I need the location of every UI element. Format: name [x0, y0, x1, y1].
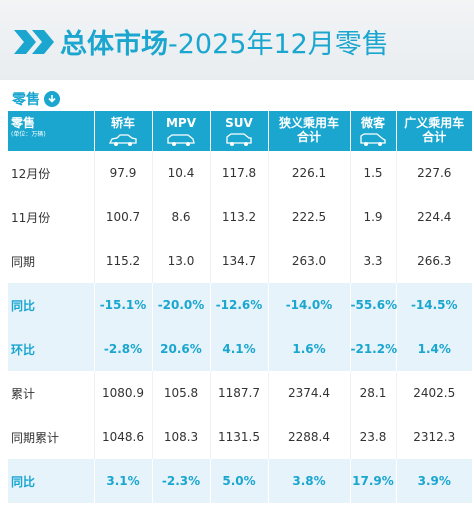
table-cell: -2.8%	[94, 327, 153, 371]
title-banner: 总体市场-2025年12月零售	[0, 0, 474, 80]
col-label: 轿车	[110, 116, 135, 130]
table-cell: 224.4	[396, 195, 472, 239]
col-header-sedan: 轿车	[94, 111, 153, 151]
table-row: 11月份 100.7 8.6 113.2 222.5 1.9 224.4	[8, 195, 472, 239]
double-chevron-icon	[14, 30, 54, 54]
table-cell: 115.2	[94, 239, 153, 283]
table-cell: -20.0%	[152, 283, 211, 327]
table-cell: 3.8%	[268, 459, 351, 503]
table-cell: 1048.6	[94, 415, 153, 459]
table-cell: 23.8	[350, 415, 397, 459]
col-header-suv: SUV	[210, 111, 269, 151]
table-row: 累计 1080.9 105.8 1187.7 2374.4 28.1 2402.…	[8, 371, 472, 415]
table-cell: -14.5%	[396, 283, 472, 327]
table-cell: 117.8	[210, 151, 269, 195]
table-cell: 3.1%	[94, 459, 153, 503]
table-cell: 5.0%	[210, 459, 269, 503]
col-label: SUV	[225, 116, 253, 130]
table-cell: 10.4	[152, 151, 211, 195]
sedan-icon	[108, 134, 137, 146]
col-header-minivan: 微客	[350, 111, 397, 151]
table-cell: 8.6	[152, 195, 211, 239]
col-label: 微客	[360, 116, 385, 130]
table-cell: 20.6%	[152, 327, 211, 371]
table-cell: 2288.4	[268, 415, 351, 459]
table-cell: 28.1	[350, 371, 397, 415]
row-label: 同期累计	[8, 415, 95, 459]
table-cell: 3.3	[350, 239, 397, 283]
arrow-down-circle-icon	[44, 91, 60, 107]
title-bold: 总体市场	[60, 29, 168, 60]
section-label: 零售	[12, 92, 40, 108]
table-cell: 1080.9	[94, 371, 153, 415]
table-header-row: 零售 (单位：万辆) 轿车 MPV SUV 狭义乘用车 合计 微客	[8, 111, 472, 151]
table-cell: 17.9%	[350, 459, 397, 503]
table-cell: 113.2	[210, 195, 269, 239]
minivan-icon	[360, 133, 386, 146]
page-title: 总体市场-2025年12月零售	[60, 22, 389, 61]
table-cell: 3.9%	[396, 459, 472, 503]
suv-icon	[226, 133, 252, 146]
table-cell: -21.2%	[350, 327, 397, 371]
retail-table: 零售 (单位：万辆) 轿车 MPV SUV 狭义乘用车 合计 微客	[8, 111, 472, 503]
table-cell: 1.5	[350, 151, 397, 195]
mpv-icon	[167, 134, 195, 146]
table-cell: 4.1%	[210, 327, 269, 371]
table-cell: 2402.5	[396, 371, 472, 415]
col-label-line1: 狭义乘用车	[278, 116, 339, 130]
row-label: 12月份	[8, 151, 95, 195]
table-cell: 105.8	[152, 371, 211, 415]
table-row: 同期 115.2 13.0 134.7 263.0 3.3 266.3	[8, 239, 472, 283]
table-cell: 263.0	[268, 239, 351, 283]
col-header-mpv: MPV	[152, 111, 211, 151]
corner-label: 零售	[11, 116, 36, 130]
table-cell: 1.9	[350, 195, 397, 239]
corner-header: 零售 (单位：万辆)	[8, 111, 95, 151]
section-heading: 零售	[12, 89, 60, 109]
table-cell: 13.0	[152, 239, 211, 283]
col-label-line1: 广义乘用车	[404, 116, 465, 130]
table-cell: -2.3%	[152, 459, 211, 503]
table-cell: -12.6%	[210, 283, 269, 327]
table-row-highlight: 同比 3.1% -2.3% 5.0% 3.8% 17.9% 3.9%	[8, 459, 472, 503]
table-cell: 2312.3	[396, 415, 472, 459]
row-label: 环比	[8, 327, 95, 371]
unit-label: (单位：万辆)	[11, 131, 46, 138]
table-row-highlight: 同比 -15.1% -20.0% -12.6% -14.0% -55.6% -1…	[8, 283, 472, 327]
table-row: 12月份 97.9 10.4 117.8 226.1 1.5 227.6	[8, 151, 472, 195]
col-label-line2: 合计	[422, 130, 447, 144]
row-label: 累计	[8, 371, 95, 415]
table-cell: 108.3	[152, 415, 211, 459]
col-header-narrow-total: 狭义乘用车 合计	[268, 111, 351, 151]
table-row: 同期累计 1048.6 108.3 1131.5 2288.4 23.8 231…	[8, 415, 472, 459]
table-cell: 1.6%	[268, 327, 351, 371]
table-row-highlight: 环比 -2.8% 20.6% 4.1% 1.6% -21.2% 1.4%	[8, 327, 472, 371]
table-cell: -15.1%	[94, 283, 153, 327]
table-cell: -55.6%	[350, 283, 397, 327]
col-label: MPV	[165, 116, 197, 130]
table-cell: 226.1	[268, 151, 351, 195]
table-cell: 1131.5	[210, 415, 269, 459]
table-cell: 227.6	[396, 151, 472, 195]
table-cell: 100.7	[94, 195, 153, 239]
table-cell: 266.3	[396, 239, 472, 283]
row-label: 同比	[8, 283, 95, 327]
row-label: 同期	[8, 239, 95, 283]
table-cell: 1187.7	[210, 371, 269, 415]
col-header-broad-total: 广义乘用车 合计	[396, 111, 472, 151]
table-cell: 2374.4	[268, 371, 351, 415]
title-rest: -2025年12月零售	[168, 29, 389, 60]
table-cell: 1.4%	[396, 327, 472, 371]
row-label: 同比	[8, 459, 95, 503]
table-cell: -14.0%	[268, 283, 351, 327]
row-label: 11月份	[8, 195, 95, 239]
col-label-line2: 合计	[296, 130, 321, 144]
table-cell: 222.5	[268, 195, 351, 239]
table-cell: 97.9	[94, 151, 153, 195]
table-cell: 134.7	[210, 239, 269, 283]
